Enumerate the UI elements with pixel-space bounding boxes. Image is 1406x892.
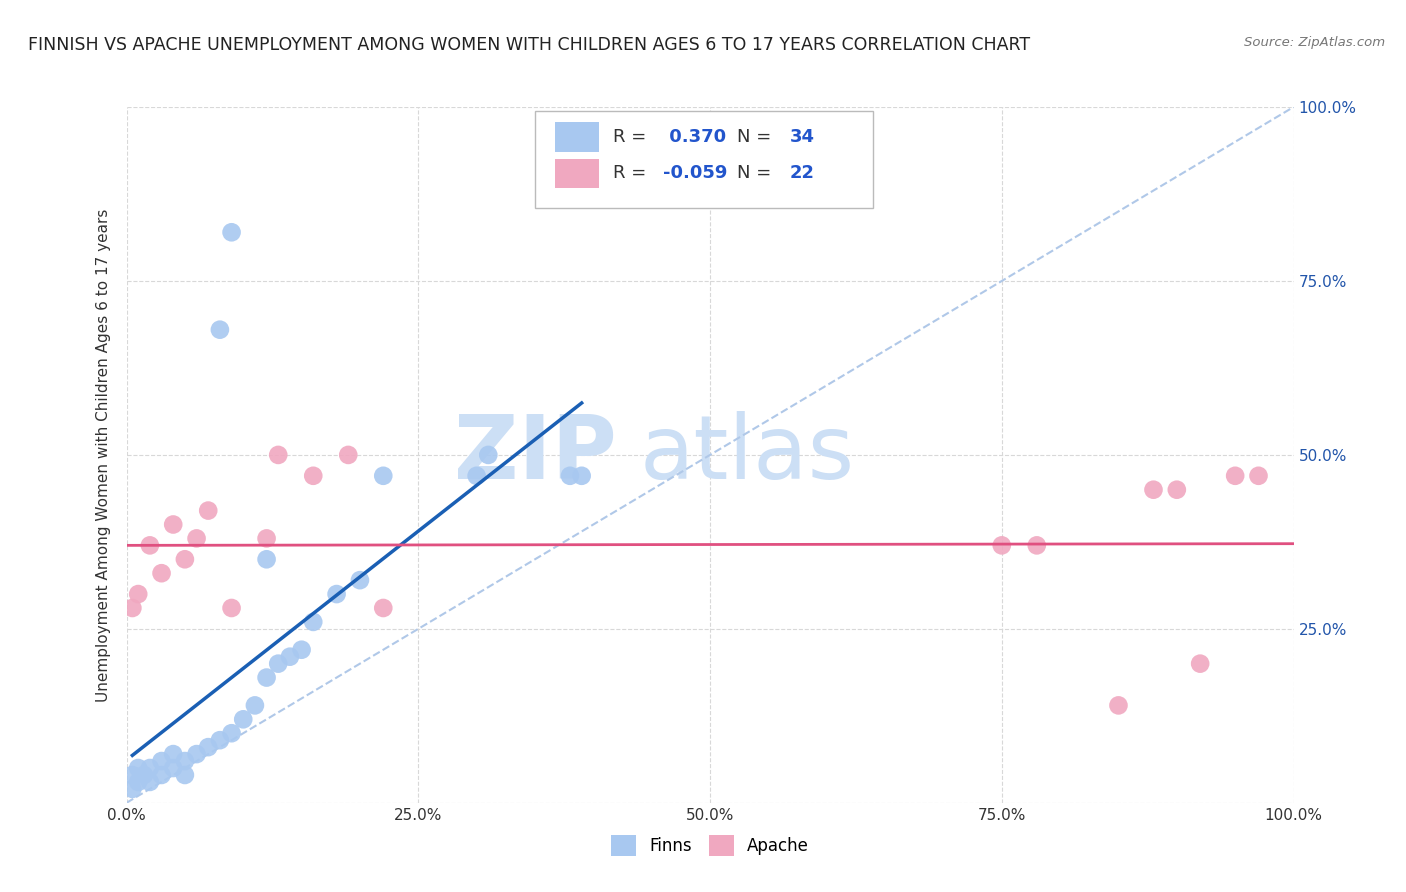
FancyBboxPatch shape	[555, 159, 599, 187]
Text: ZIP: ZIP	[454, 411, 617, 499]
Point	[1247, 468, 1270, 483]
Point	[302, 468, 325, 483]
Point	[558, 468, 581, 483]
Point	[571, 468, 593, 483]
Text: Source: ZipAtlas.com: Source: ZipAtlas.com	[1244, 36, 1385, 49]
Point	[127, 587, 149, 601]
Point	[1108, 698, 1130, 713]
Point	[278, 649, 301, 664]
Point	[174, 754, 197, 768]
Text: N =: N =	[737, 128, 778, 146]
Text: atlas: atlas	[640, 411, 855, 499]
Point	[465, 468, 488, 483]
Text: 34: 34	[789, 128, 814, 146]
Text: 0.370: 0.370	[664, 128, 727, 146]
Text: FINNISH VS APACHE UNEMPLOYMENT AMONG WOMEN WITH CHILDREN AGES 6 TO 17 YEARS CORR: FINNISH VS APACHE UNEMPLOYMENT AMONG WOM…	[28, 36, 1031, 54]
Point	[1142, 483, 1164, 497]
Point	[197, 503, 219, 517]
Point	[162, 517, 184, 532]
Point	[256, 532, 278, 546]
Point	[1189, 657, 1212, 671]
FancyBboxPatch shape	[534, 111, 873, 208]
Point	[208, 323, 231, 337]
Point	[150, 768, 173, 782]
Point	[186, 747, 208, 761]
Point	[337, 448, 360, 462]
Point	[132, 768, 155, 782]
Point	[121, 781, 143, 796]
Point	[373, 468, 395, 483]
Text: 22: 22	[789, 164, 814, 182]
Point	[256, 552, 278, 566]
Point	[150, 566, 173, 581]
Point	[349, 573, 371, 587]
Point	[139, 775, 162, 789]
Point	[162, 761, 184, 775]
Point	[267, 657, 290, 671]
Point	[477, 448, 499, 462]
Point	[139, 538, 162, 552]
Point	[121, 601, 143, 615]
Point	[221, 601, 243, 615]
Point	[139, 761, 162, 775]
Point	[197, 740, 219, 755]
Point	[302, 615, 325, 629]
Point	[1166, 483, 1188, 497]
Point	[1025, 538, 1047, 552]
Point	[990, 538, 1012, 552]
Point	[243, 698, 266, 713]
Legend: Finns, Apache: Finns, Apache	[603, 827, 817, 864]
Text: R =: R =	[613, 128, 652, 146]
Point	[121, 768, 143, 782]
Point	[186, 532, 208, 546]
Point	[290, 642, 312, 657]
Point	[221, 225, 243, 239]
Point	[127, 775, 149, 789]
Text: N =: N =	[737, 164, 778, 182]
FancyBboxPatch shape	[555, 122, 599, 152]
Text: R =: R =	[613, 164, 652, 182]
Text: -0.059: -0.059	[664, 164, 728, 182]
Point	[162, 747, 184, 761]
Point	[325, 587, 347, 601]
Point	[174, 768, 197, 782]
Point	[373, 601, 395, 615]
Point	[150, 754, 173, 768]
Point	[127, 761, 149, 775]
Point	[174, 552, 197, 566]
Point	[256, 671, 278, 685]
Y-axis label: Unemployment Among Women with Children Ages 6 to 17 years: Unemployment Among Women with Children A…	[96, 208, 111, 702]
Point	[208, 733, 231, 747]
Point	[232, 712, 254, 726]
Point	[221, 726, 243, 740]
Point	[1223, 468, 1246, 483]
Point	[267, 448, 290, 462]
